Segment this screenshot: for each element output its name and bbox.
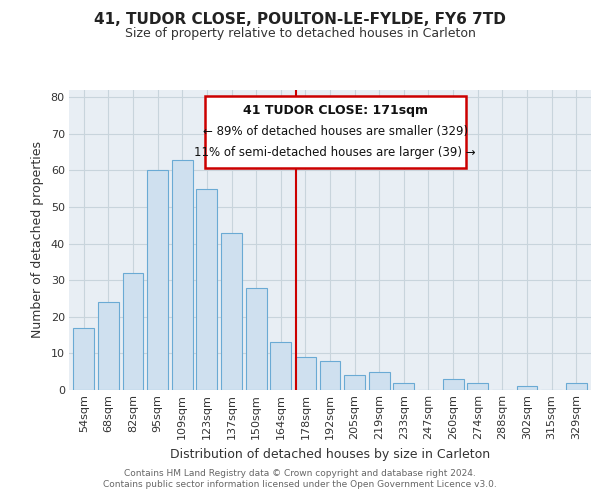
Bar: [517, 386, 538, 390]
Bar: [369, 372, 390, 390]
Bar: [467, 382, 488, 390]
Bar: [344, 376, 365, 390]
Bar: [122, 273, 143, 390]
Bar: [98, 302, 119, 390]
Bar: [443, 379, 464, 390]
Y-axis label: Number of detached properties: Number of detached properties: [31, 142, 44, 338]
Bar: [295, 357, 316, 390]
Text: Contains public sector information licensed under the Open Government Licence v3: Contains public sector information licen…: [103, 480, 497, 489]
Text: 41 TUDOR CLOSE: 171sqm: 41 TUDOR CLOSE: 171sqm: [243, 104, 428, 117]
Bar: [394, 382, 415, 390]
Bar: [147, 170, 168, 390]
Text: 11% of semi-detached houses are larger (39) →: 11% of semi-detached houses are larger (…: [194, 146, 476, 158]
Bar: [320, 360, 340, 390]
Bar: [196, 189, 217, 390]
Bar: [566, 382, 587, 390]
X-axis label: Distribution of detached houses by size in Carleton: Distribution of detached houses by size …: [170, 448, 490, 460]
FancyBboxPatch shape: [205, 96, 466, 168]
Bar: [270, 342, 291, 390]
Bar: [221, 232, 242, 390]
Bar: [73, 328, 94, 390]
Text: ← 89% of detached houses are smaller (329): ← 89% of detached houses are smaller (32…: [203, 126, 468, 138]
Text: Contains HM Land Registry data © Crown copyright and database right 2024.: Contains HM Land Registry data © Crown c…: [124, 468, 476, 477]
Bar: [172, 160, 193, 390]
Text: Size of property relative to detached houses in Carleton: Size of property relative to detached ho…: [125, 28, 475, 40]
Bar: [245, 288, 266, 390]
Text: 41, TUDOR CLOSE, POULTON-LE-FYLDE, FY6 7TD: 41, TUDOR CLOSE, POULTON-LE-FYLDE, FY6 7…: [94, 12, 506, 28]
